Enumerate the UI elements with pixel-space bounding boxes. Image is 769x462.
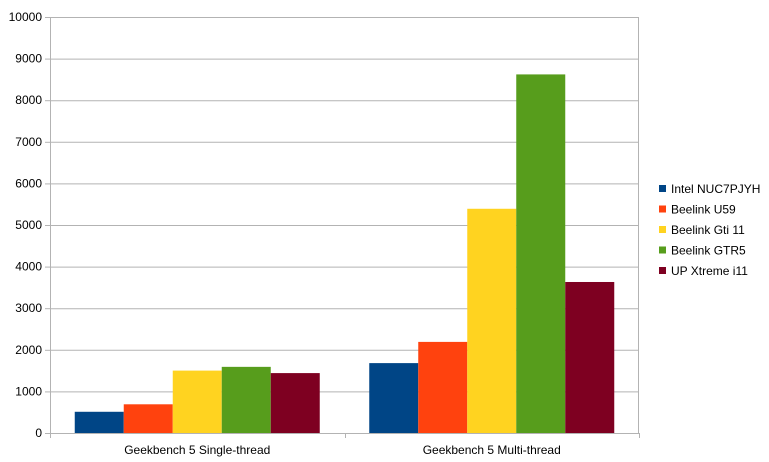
legend-swatch	[659, 205, 666, 213]
x-category-label: Geekbench 5 Multi-thread	[423, 443, 561, 457]
x-axis-category-labels: Geekbench 5 Single-thread Geekbench 5 Mul…	[124, 443, 561, 457]
y-tick-label: 5000	[15, 218, 42, 232]
legend-swatch	[659, 226, 666, 233]
bar	[565, 281, 615, 433]
bar	[172, 370, 222, 433]
bars	[74, 74, 615, 434]
legend-swatch	[659, 246, 666, 254]
gridlines	[50, 17, 639, 434]
legend-label: Beelink U59	[671, 203, 736, 217]
bar	[467, 208, 517, 433]
legend-label: Beelink GTR5	[671, 244, 746, 258]
legend-label: UP Xtreme i11	[671, 264, 748, 278]
y-tick-label: 6000	[15, 176, 42, 190]
bar	[74, 411, 124, 433]
bar	[123, 404, 173, 433]
axes	[45, 17, 640, 438]
y-tick-label: 3000	[15, 301, 42, 315]
y-tick-label: 9000	[15, 52, 42, 66]
x-category-label: Geekbench 5 Single-thread	[124, 443, 270, 457]
y-axis-tick-labels: 0 1000 2000 3000 4000 5000 6000 7000 8000 9000 100…	[9, 10, 43, 440]
y-tick-label: 4000	[15, 260, 42, 274]
y-tick-label: 1000	[15, 384, 42, 398]
bar	[270, 373, 320, 433]
bar	[221, 366, 271, 433]
legend-label: Intel NUC7PJYH	[671, 182, 760, 196]
y-tick-label: 8000	[15, 93, 42, 107]
bar	[418, 341, 468, 433]
legend-swatch	[659, 185, 666, 192]
legend-swatch	[659, 267, 666, 274]
legend-label: Beelink Gti 11	[671, 223, 745, 237]
legend: Intel NUC7PJYH Beelink U59 Beelink Gti 11 B…	[659, 182, 760, 278]
y-tick-label: 2000	[15, 343, 42, 357]
y-tick-label: 7000	[15, 135, 42, 149]
bar	[516, 74, 566, 434]
y-tick-label: 10000	[9, 10, 43, 24]
y-tick-label: 0	[35, 426, 42, 440]
bar	[369, 363, 419, 433]
